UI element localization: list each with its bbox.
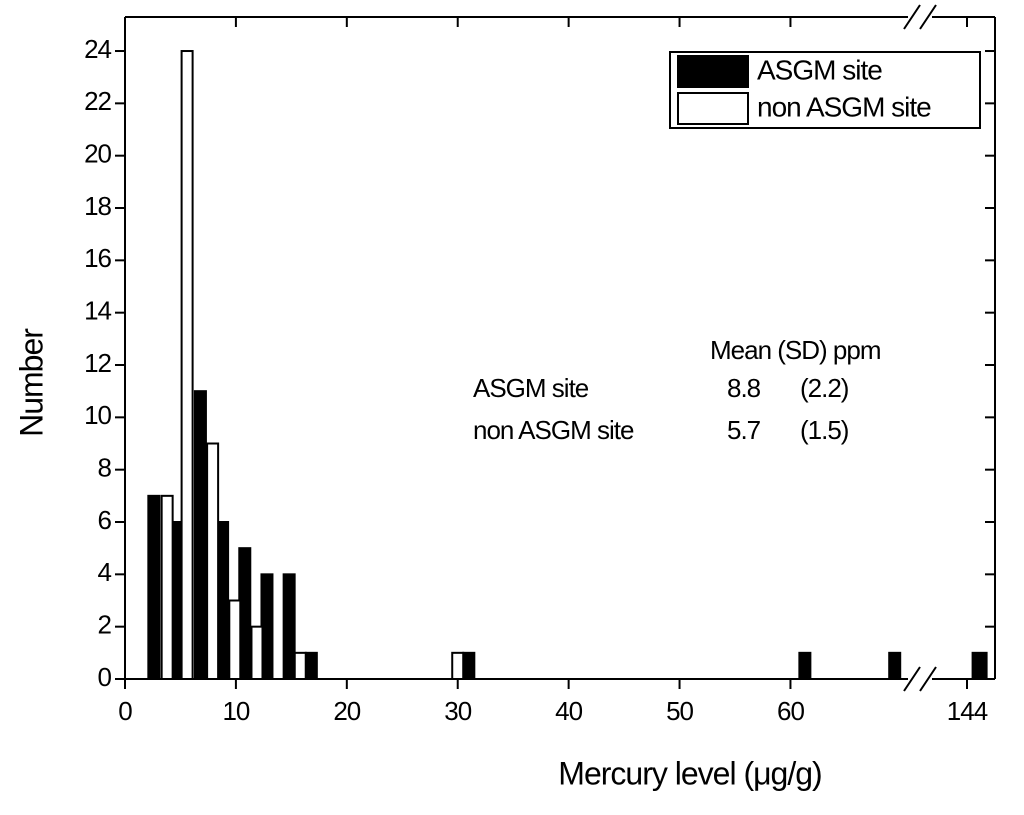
y-tick-label: 16 — [84, 243, 111, 273]
y-tick-label: 2 — [98, 610, 112, 640]
y-tick-label: 4 — [98, 557, 112, 587]
x-tick-label: 40 — [555, 696, 582, 726]
y-tick-label: 24 — [84, 34, 111, 64]
annotation-cell: ASGM site — [473, 373, 589, 403]
axis-break — [919, 4, 937, 30]
y-tick-label: 12 — [84, 348, 111, 378]
axis-break — [903, 666, 921, 692]
bar — [206, 442, 220, 680]
bar — [971, 651, 988, 680]
x-axis-label: Mercury level (μg/g) — [558, 755, 821, 791]
x-tick-label: 50 — [666, 696, 693, 726]
legend-swatch — [677, 55, 749, 88]
y-axis-label: Number — [13, 328, 49, 437]
bar — [228, 599, 242, 680]
annotation-cell: (1.5) — [800, 415, 849, 445]
bar — [304, 651, 318, 680]
x-tick-label: 10 — [222, 696, 249, 726]
y-tick-label: 14 — [84, 296, 111, 326]
annotation-cell: (2.2) — [800, 373, 849, 403]
y-tick-label: 8 — [98, 453, 112, 483]
x-tick-label: 144 — [947, 696, 988, 726]
bar — [147, 494, 161, 680]
x-tick-label: 0 — [118, 696, 132, 726]
axis-break — [903, 4, 921, 30]
bar — [160, 494, 174, 680]
legend-label: non ASGM site — [757, 91, 931, 122]
bar — [250, 625, 264, 680]
y-tick-label: 10 — [84, 400, 111, 430]
legend-label: ASGM site — [757, 54, 882, 85]
bar — [462, 651, 476, 680]
bar — [888, 651, 902, 680]
x-tick-label: 20 — [333, 696, 360, 726]
y-tick-label: 20 — [84, 139, 111, 169]
x-tick-label: 30 — [444, 696, 471, 726]
y-tick-label: 6 — [98, 505, 112, 535]
bar — [282, 573, 296, 681]
bar — [451, 651, 465, 680]
y-tick-label: 18 — [84, 191, 111, 221]
annotation-header: Mean (SD) ppm — [710, 335, 881, 365]
annotation-cell: 8.8 — [727, 373, 761, 403]
bar — [180, 50, 194, 681]
bar — [293, 651, 307, 680]
bar — [193, 390, 207, 680]
annotation-cell: non ASGM site — [473, 415, 634, 445]
annotation-cell: 5.7 — [727, 415, 761, 445]
y-tick-label: 0 — [98, 662, 112, 692]
x-tick-label: 60 — [777, 696, 804, 726]
legend-swatch — [677, 92, 749, 125]
y-tick-label: 22 — [84, 86, 111, 116]
axis-break — [919, 666, 937, 692]
bar — [798, 651, 812, 680]
